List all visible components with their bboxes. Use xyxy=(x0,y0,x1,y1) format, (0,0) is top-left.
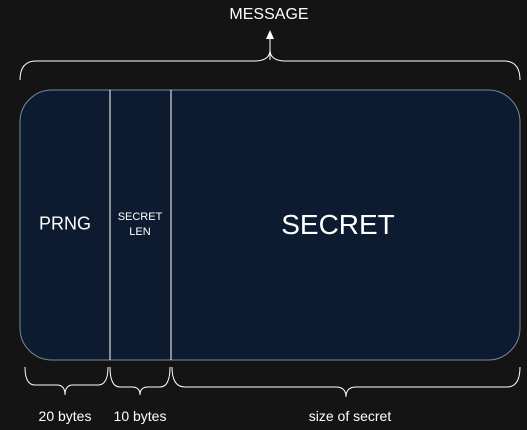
message-block xyxy=(19,89,521,361)
prng-brace xyxy=(24,366,109,396)
secret-size-label: size of secret xyxy=(308,408,392,424)
prng-size-label: 20 bytes xyxy=(38,408,92,424)
prng-segment-label: PRNG xyxy=(38,213,92,234)
secret-len-brace xyxy=(109,366,171,396)
message-title: MESSAGE xyxy=(229,6,309,23)
secret-segment-label: SECRET xyxy=(281,209,395,240)
secret-brace xyxy=(171,366,521,398)
message-brace xyxy=(19,49,521,81)
title-arrow-head xyxy=(266,30,274,39)
secret-len-segment-label: SECRET LEN xyxy=(117,211,163,238)
secret-len-size-label: 10 bytes xyxy=(113,408,167,424)
